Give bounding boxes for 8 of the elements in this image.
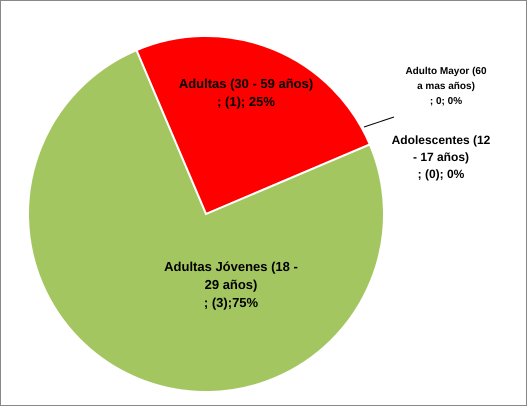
slice-label: Adultas (30 - 59 años)	[178, 76, 314, 91]
text: ; 0; 0%	[430, 96, 462, 107]
data-label: ; (3);75%	[204, 295, 259, 310]
slice-label: Adultas Jóvenes (18 - 29 años)	[164, 259, 298, 292]
text: ; (0); 0%	[418, 167, 464, 181]
data-label: ; (1); 25%	[217, 94, 276, 109]
category-label: Adolescentes (12 - 17 años)	[392, 133, 490, 164]
category-label: Adulto Mayor (60 a mas años)	[405, 66, 487, 92]
